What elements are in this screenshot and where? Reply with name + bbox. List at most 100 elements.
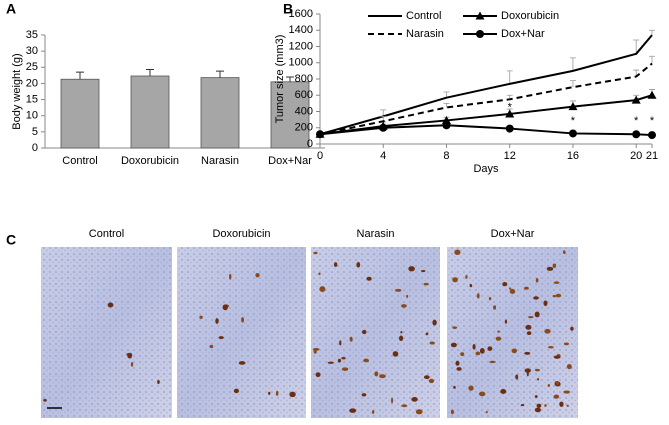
series-line	[319, 62, 653, 136]
stained-cell	[394, 288, 402, 292]
stained-cell	[398, 335, 404, 342]
stained-cell	[349, 336, 353, 342]
stained-cell	[528, 316, 534, 319]
marker	[316, 130, 324, 139]
annotation: *	[508, 101, 513, 113]
stained-cell	[319, 286, 326, 292]
stained-cell	[534, 368, 540, 372]
annotation: *	[571, 115, 576, 127]
y-tick-label: 800	[295, 73, 313, 85]
stained-cell	[157, 379, 160, 385]
stained-cell	[127, 352, 133, 359]
x-tick-label: 21	[646, 150, 658, 162]
stained-cell	[570, 326, 574, 331]
stained-cell	[327, 361, 335, 364]
stained-cell	[392, 351, 399, 357]
stained-cell	[199, 315, 203, 320]
stained-cell	[524, 351, 531, 355]
x-tick-label: 8	[443, 150, 449, 162]
bar	[130, 75, 170, 149]
marker	[442, 121, 451, 130]
stained-cell	[475, 351, 481, 356]
micrograph-texture	[447, 247, 578, 418]
error-bar	[286, 76, 294, 82]
marker	[568, 129, 577, 138]
stained-cell	[229, 273, 232, 280]
y-tick-label: 35	[26, 29, 38, 41]
stained-cell	[411, 397, 418, 402]
y-tick-label: 600	[295, 89, 313, 101]
stained-cell	[268, 391, 271, 395]
stained-cell	[509, 288, 516, 294]
series-line	[319, 34, 653, 136]
stained-cell	[349, 408, 357, 413]
stained-cell	[318, 272, 321, 276]
stained-cell	[563, 390, 571, 394]
error-bar	[569, 80, 576, 88]
error-bar	[443, 102, 450, 108]
stained-cell	[511, 348, 518, 354]
y-tick-label: 5	[32, 126, 38, 138]
stained-cell	[472, 344, 476, 350]
y-axis-label: Tumor size (mm3)	[274, 35, 286, 124]
stained-cell	[547, 345, 554, 349]
stained-cell	[454, 249, 461, 255]
x-tick-label: 0	[317, 150, 323, 162]
error-bar	[146, 69, 154, 77]
stained-cell	[493, 305, 497, 310]
stained-cell	[544, 328, 551, 334]
y-tick-label: 15	[26, 93, 38, 105]
stained-cell	[452, 326, 458, 329]
y-tick-label: 1200	[289, 40, 313, 52]
stained-cell	[406, 294, 409, 298]
stained-cell	[555, 380, 559, 386]
error-bar	[633, 39, 640, 54]
y-tick-label: 0	[32, 142, 38, 154]
stained-cell	[479, 347, 485, 354]
stained-cell	[215, 318, 219, 324]
micrograph-texture	[311, 247, 440, 418]
bar	[60, 78, 100, 149]
y-tick-label: 1400	[289, 24, 313, 36]
stained-cell	[415, 409, 423, 415]
x-tick-label: Doxorubicin	[121, 155, 179, 167]
marker	[568, 102, 578, 111]
stained-cell	[546, 266, 554, 271]
stained-cell	[524, 368, 531, 373]
marker	[647, 90, 657, 99]
x-tick-label: Narasin	[201, 155, 239, 167]
error-bar	[216, 70, 224, 78]
stained-cell	[107, 302, 114, 308]
micrograph-texture	[177, 247, 306, 418]
stained-cell	[552, 263, 557, 268]
stained-cell	[408, 266, 415, 272]
image-title: Control	[89, 228, 124, 240]
error-bar	[649, 55, 655, 64]
stained-cell	[469, 283, 473, 288]
stained-cell	[401, 404, 408, 408]
y-tick-label: 20	[26, 77, 38, 89]
legend-label: Narasin	[406, 28, 444, 40]
stained-cell	[313, 251, 318, 255]
stained-cell	[337, 358, 342, 363]
legend-label: Control	[406, 10, 441, 22]
stained-cell	[366, 276, 372, 281]
stained-cell	[535, 277, 539, 283]
stained-cell	[400, 330, 403, 334]
stained-cell	[218, 336, 224, 340]
y-tick-label: 30	[26, 45, 38, 57]
stained-cell	[371, 410, 375, 414]
error-bar	[649, 29, 655, 36]
stained-cell	[425, 332, 429, 336]
stained-cell	[487, 346, 493, 351]
marker	[476, 30, 484, 38]
x-tick-label: Dox+Nar	[268, 155, 312, 167]
stained-cell	[238, 361, 246, 365]
stained-cell	[553, 394, 560, 399]
stained-cell	[363, 358, 370, 363]
marker	[505, 124, 514, 133]
annotation: *	[634, 115, 639, 127]
stained-cell	[255, 273, 260, 278]
x-tick-label: 20	[630, 150, 642, 162]
stained-cell	[130, 362, 134, 367]
